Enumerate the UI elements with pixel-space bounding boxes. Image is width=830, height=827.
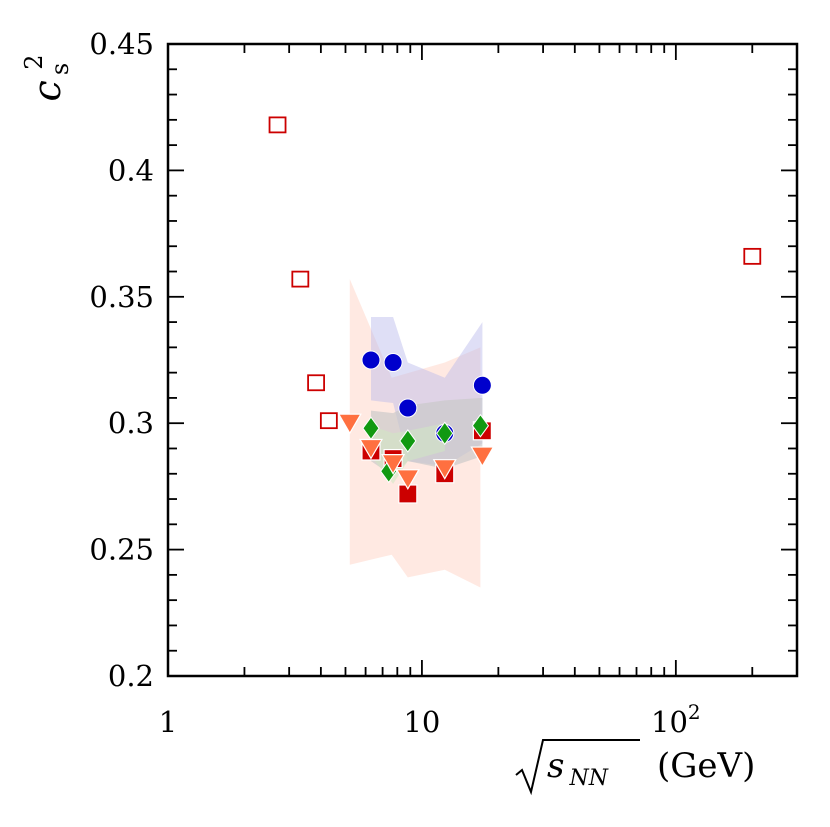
x-tick-labels: 1 10 102	[159, 700, 701, 739]
data-point-filled-circle	[383, 353, 403, 373]
x-axis-label-sub: NN	[569, 766, 609, 791]
data-point-open-square	[743, 247, 762, 265]
y-tick-labels: 0.2 0.25 0.3 0.35 0.4 0.45	[89, 27, 154, 693]
x-axis-label: s NN (GeV)	[515, 739, 755, 796]
y-tick-label: 0.35	[89, 280, 154, 314]
data-point-filled-diamond	[471, 413, 490, 438]
x-tick-label: 10	[403, 705, 440, 739]
data-point-filled-triangle-down	[381, 454, 406, 475]
y-axis-label-sub: s	[46, 63, 74, 75]
y-tick-label: 0.4	[108, 153, 154, 187]
data-point-filled-circle	[472, 375, 492, 395]
data-point-filled-diamond	[399, 429, 417, 453]
data-point-filled-triangle-down	[337, 413, 362, 435]
data-point-open-square	[319, 412, 338, 430]
plot-frame	[166, 42, 799, 678]
y-axis-label-sup: 2	[20, 54, 48, 69]
data-point-open-square	[268, 116, 287, 134]
x-tick-label: 102	[651, 700, 701, 739]
data-point-open-square	[307, 374, 325, 392]
svg-text:s NN: s NN	[547, 746, 609, 791]
data-point-open-square	[291, 270, 310, 288]
y-tick-label: 0.45	[89, 27, 154, 61]
x-axis-label-radicand: s	[547, 746, 564, 786]
data-point-filled-triangle-down	[432, 459, 457, 480]
y-tick-label: 0.25	[89, 533, 154, 567]
x-axis-label-unit: (GeV)	[657, 746, 755, 786]
y-axis-label: c s 2	[20, 54, 74, 101]
data-point-filled-diamond	[436, 421, 454, 446]
data-point-filled-circle	[398, 398, 418, 418]
axis-ticks	[167, 43, 798, 677]
data-points	[268, 116, 762, 504]
y-axis-label-base: c	[25, 80, 69, 101]
data-point-filled-triangle-down	[470, 446, 495, 468]
data-point-filled-circle	[361, 350, 381, 370]
x-tick-label: 1	[159, 705, 177, 739]
y-tick-label: 0.2	[108, 659, 154, 693]
y-tick-label: 0.3	[108, 406, 154, 440]
data-point-filled-triangle-down	[358, 438, 384, 460]
data-point-filled-triangle-down	[395, 469, 420, 491]
sqrt-radical-icon	[515, 739, 640, 796]
svg-text:c s 2: c s 2	[20, 54, 74, 101]
